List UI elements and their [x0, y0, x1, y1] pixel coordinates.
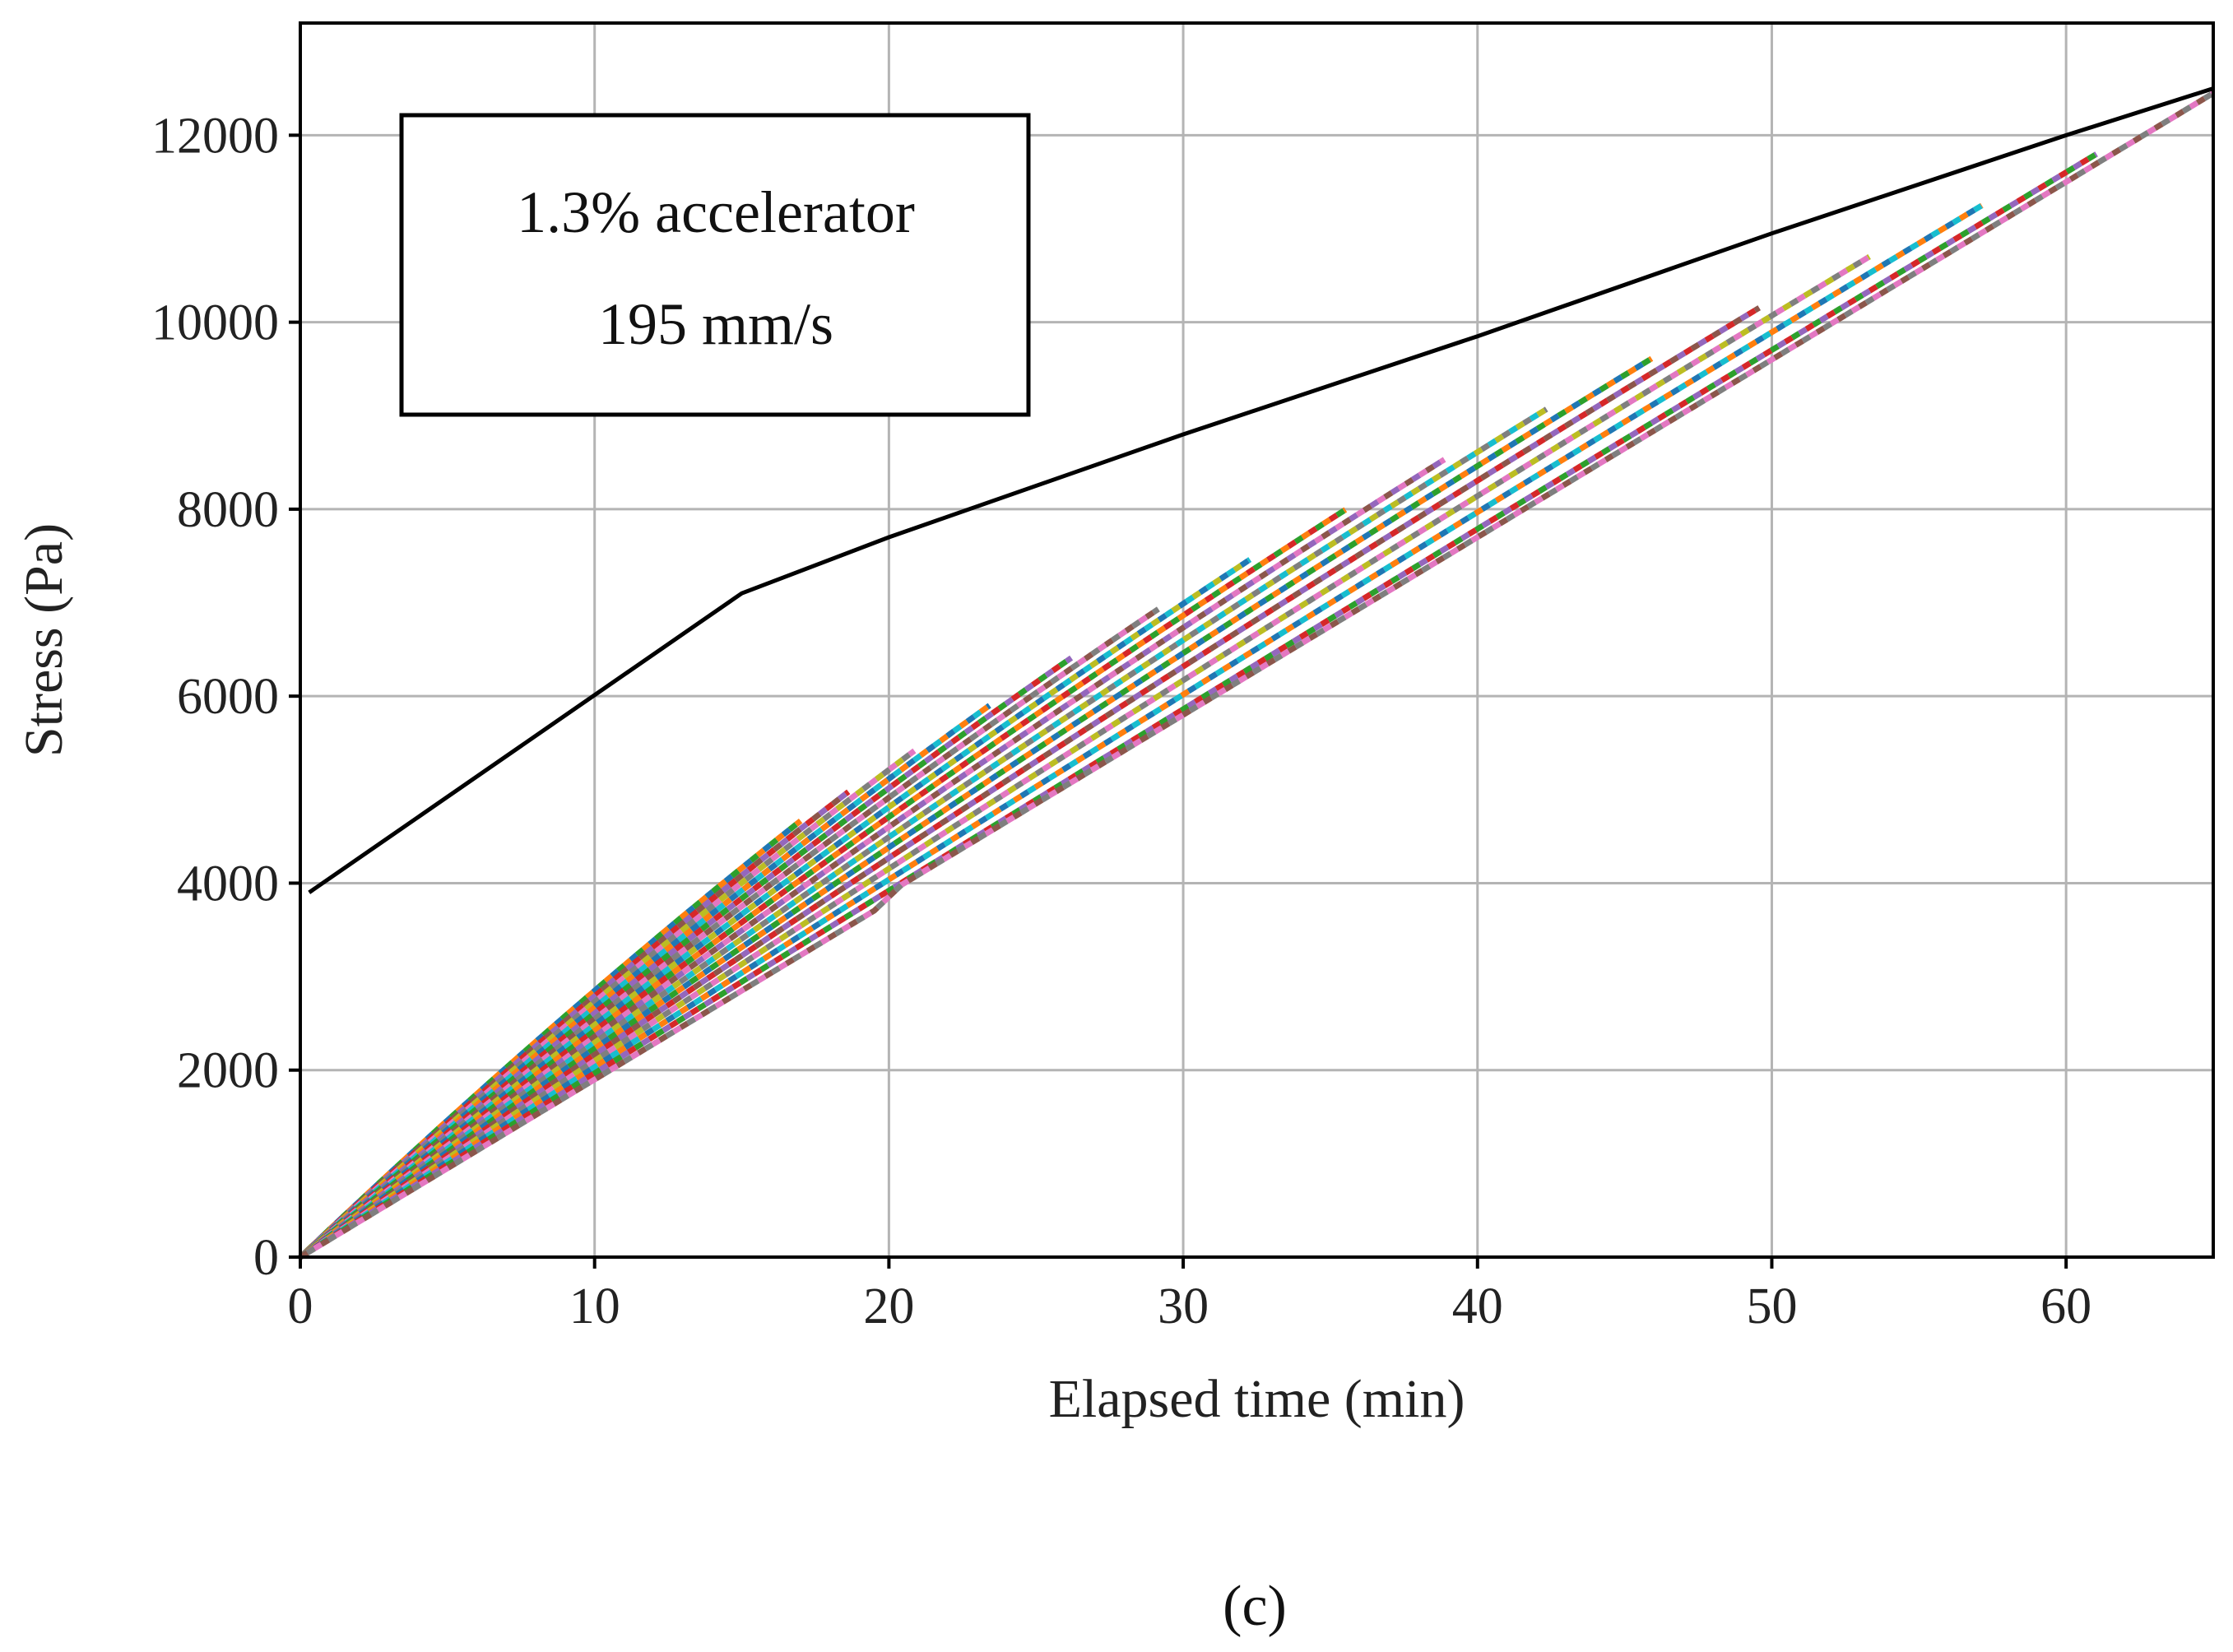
- measured-curve-12-dash-0: [299, 253, 1871, 1260]
- measured-curve-5-dash-0: [298, 606, 1160, 1260]
- measured-curve-8-dash-2: [298, 457, 1446, 1260]
- measured-curve-14-dash-1: [299, 151, 2098, 1260]
- measured-curve-13-dash-2: [299, 202, 1984, 1260]
- x-tick-label-50: 50: [1746, 1278, 1797, 1334]
- annotation-box: 1.3% accelerator 195 mm/s: [399, 113, 1031, 417]
- y-tick-label-10000: 10000: [151, 295, 279, 351]
- reference-line: [308, 86, 2214, 894]
- measured-curve-9-dash-2: [298, 406, 1548, 1260]
- x-tick-label-0: 0: [288, 1278, 313, 1334]
- measured-curve-7-dash-2: [298, 507, 1348, 1260]
- measured-curve-13-dash-0: [299, 202, 1984, 1260]
- x-tick-label-40: 40: [1452, 1278, 1503, 1334]
- x-axis-ticks: 0 10 20 30 40 50 60: [288, 1257, 2091, 1334]
- measured-curve-15-dash-0: [299, 90, 2215, 1260]
- measured-curve-9-dash-0: [298, 406, 1548, 1260]
- annotation-line-1: 1.3% accelerator: [517, 179, 915, 245]
- y-tick-label-8000: 8000: [177, 482, 279, 538]
- x-tick-label-10: 10: [569, 1278, 620, 1334]
- y-tick-label-2000: 2000: [177, 1043, 279, 1099]
- x-axis-label: Elapsed time (min): [1049, 1369, 1465, 1429]
- measured-curve-9-dash-1: [298, 406, 1548, 1260]
- y-axis-label: Stress (Pa): [14, 523, 74, 757]
- measured-curve-11-dash-1: [299, 305, 1762, 1260]
- measured-curve-8-dash-1: [298, 457, 1446, 1260]
- measured-curve-0-dash-1: [298, 818, 803, 1260]
- measured-curve-7-dash-1: [298, 507, 1348, 1260]
- y-axis-ticks: 0 2000 4000 6000 8000 10000 12000: [151, 108, 300, 1286]
- measured-curve-11-dash-2: [299, 305, 1762, 1260]
- plot-frame: [299, 21, 2215, 1259]
- measured-curve-2-dash-0: [298, 748, 917, 1260]
- annotation-frame: [399, 113, 1031, 417]
- figure-caption: (c): [1223, 1575, 1287, 1638]
- measured-curve-1-dash-1: [298, 789, 851, 1260]
- reference-curve: [308, 86, 2214, 894]
- x-tick-label-60: 60: [2040, 1278, 2091, 1334]
- measured-curve-15-dash-2: [299, 90, 2215, 1260]
- y-tick-label-12000: 12000: [151, 108, 279, 164]
- grid: [299, 23, 2213, 1259]
- y-tick-label-4000: 4000: [177, 856, 279, 912]
- annotation-line-2: 195 mm/s: [598, 291, 833, 357]
- measured-curve-4-dash-0: [298, 655, 1074, 1260]
- measured-curve-1-dash-2: [298, 789, 851, 1260]
- x-tick-label-30: 30: [1158, 1278, 1209, 1334]
- measured-curve-12-dash-1: [299, 253, 1871, 1260]
- measured-curve-10-dash-0: [298, 355, 1654, 1260]
- y-tick-label-0: 0: [253, 1230, 279, 1286]
- y-tick-label-6000: 6000: [177, 669, 279, 725]
- x-tick-label-20: 20: [863, 1278, 914, 1334]
- measured-curve-14-dash-0: [299, 151, 2098, 1260]
- measured-curves: [298, 90, 2215, 1260]
